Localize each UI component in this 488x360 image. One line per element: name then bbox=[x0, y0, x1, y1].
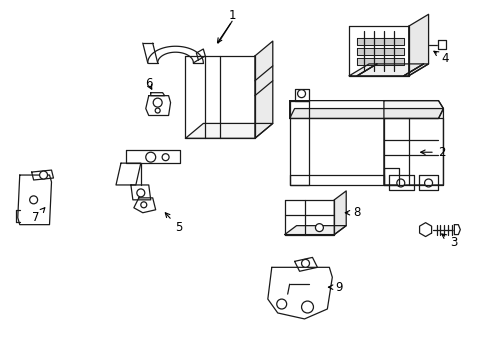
Text: 7: 7 bbox=[32, 208, 45, 224]
Polygon shape bbox=[284, 226, 346, 235]
Circle shape bbox=[424, 179, 432, 187]
Text: 9: 9 bbox=[328, 281, 342, 294]
Polygon shape bbox=[419, 223, 431, 237]
Polygon shape bbox=[116, 163, 141, 185]
Circle shape bbox=[153, 98, 162, 107]
Polygon shape bbox=[289, 100, 309, 185]
Polygon shape bbox=[294, 89, 309, 100]
Circle shape bbox=[297, 90, 305, 98]
Polygon shape bbox=[145, 96, 170, 116]
Circle shape bbox=[276, 299, 286, 309]
Polygon shape bbox=[453, 225, 459, 235]
Text: 3: 3 bbox=[441, 234, 456, 249]
Polygon shape bbox=[356, 58, 403, 65]
Polygon shape bbox=[289, 100, 443, 118]
Polygon shape bbox=[418, 175, 438, 190]
Polygon shape bbox=[383, 168, 398, 185]
Polygon shape bbox=[334, 191, 346, 235]
Text: 6: 6 bbox=[145, 77, 152, 90]
Text: 8: 8 bbox=[345, 206, 360, 219]
Polygon shape bbox=[383, 118, 443, 185]
Circle shape bbox=[137, 189, 144, 197]
Polygon shape bbox=[254, 41, 272, 138]
Text: 1: 1 bbox=[228, 9, 235, 22]
Polygon shape bbox=[32, 170, 53, 180]
Text: 4: 4 bbox=[433, 51, 448, 66]
Circle shape bbox=[396, 179, 404, 187]
Polygon shape bbox=[267, 267, 332, 319]
Circle shape bbox=[40, 171, 47, 179]
Polygon shape bbox=[438, 40, 446, 49]
Polygon shape bbox=[294, 257, 317, 271]
Polygon shape bbox=[196, 49, 205, 60]
Polygon shape bbox=[388, 175, 413, 190]
Polygon shape bbox=[150, 93, 164, 96]
Circle shape bbox=[301, 260, 309, 267]
Polygon shape bbox=[131, 185, 150, 200]
Polygon shape bbox=[289, 175, 383, 185]
Polygon shape bbox=[185, 56, 254, 138]
Polygon shape bbox=[383, 100, 443, 185]
Text: 5: 5 bbox=[165, 213, 182, 234]
Circle shape bbox=[141, 202, 146, 208]
Polygon shape bbox=[18, 175, 51, 225]
Polygon shape bbox=[134, 198, 155, 213]
Polygon shape bbox=[289, 109, 443, 118]
Circle shape bbox=[315, 224, 323, 231]
Polygon shape bbox=[356, 48, 403, 55]
Circle shape bbox=[162, 154, 169, 161]
Polygon shape bbox=[408, 14, 427, 76]
Polygon shape bbox=[126, 150, 180, 163]
Circle shape bbox=[30, 196, 38, 204]
Text: 2: 2 bbox=[420, 146, 444, 159]
Polygon shape bbox=[348, 64, 427, 76]
Circle shape bbox=[155, 108, 160, 113]
Polygon shape bbox=[185, 123, 272, 138]
Polygon shape bbox=[348, 26, 408, 76]
Circle shape bbox=[301, 301, 313, 313]
Polygon shape bbox=[284, 200, 334, 235]
Circle shape bbox=[145, 152, 155, 162]
Polygon shape bbox=[356, 38, 403, 45]
